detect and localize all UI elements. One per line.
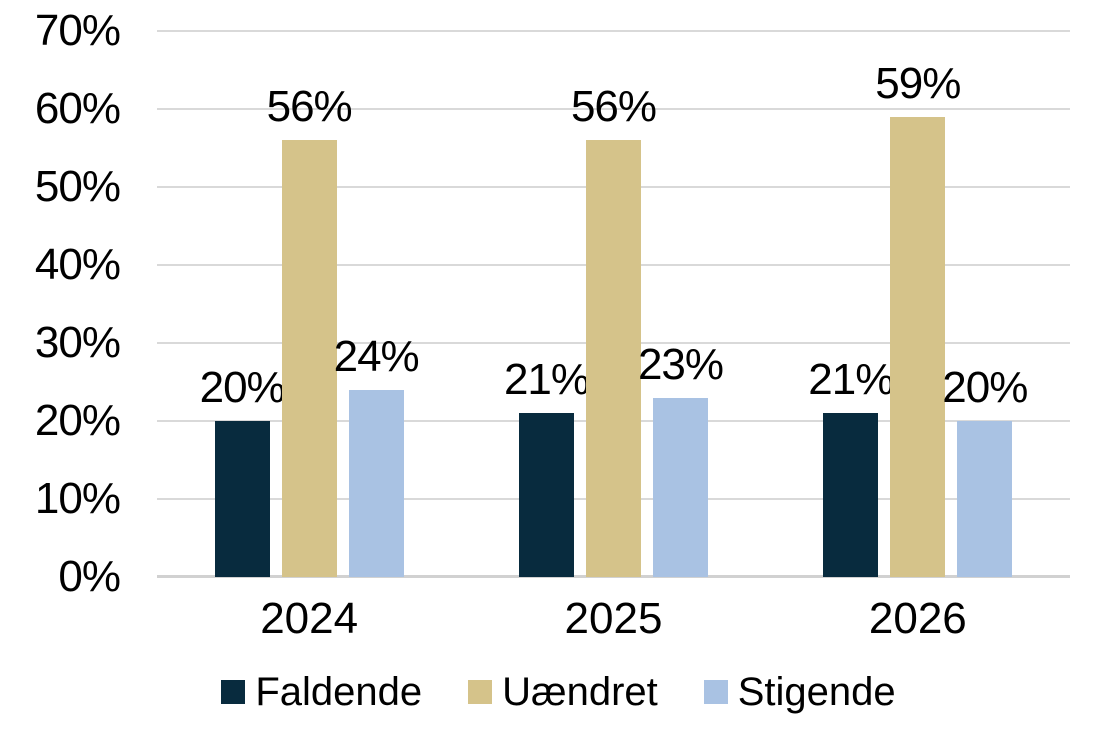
y-axis-tick-label: 40% (34, 240, 121, 289)
y-axis-tick-label: 0% (58, 552, 121, 601)
legend-item-faldende: Faldende (221, 670, 422, 715)
legend-item-stigende: Stigende (703, 669, 896, 715)
bar-uændret-2024 (281, 140, 337, 577)
gridline-60% (157, 108, 1070, 110)
legend-swatch-icon (221, 680, 246, 704)
gridline-70% (157, 30, 1070, 32)
y-axis-tick-label: 70% (34, 6, 121, 55)
plot-area: 20% 56% 24% 21% 56% 23% 21% 59% 20% (157, 30, 1070, 578)
bar-stigende-2026 (957, 421, 1013, 577)
bar-value-label: 20% (942, 363, 1028, 412)
bar-value-label: 20% (199, 363, 286, 412)
x-axis-tick-label: 2025 (564, 594, 663, 643)
legend-label: Stigende (737, 669, 896, 714)
y-axis-tick-label: 10% (34, 474, 121, 523)
bar-value-label: 23% (637, 339, 724, 389)
legend-item-uændret: Uændret (468, 670, 658, 715)
bar-uændret-2026 (890, 116, 946, 577)
bar-value-label: 21% (503, 355, 590, 405)
x-axis: 2024 2025 2026 (157, 594, 1070, 650)
x-axis-tick-label: 2024 (260, 594, 359, 643)
bar-faldende-2024 (214, 421, 270, 577)
y-axis-tick-label: 60% (34, 84, 121, 133)
legend: Faldende Uændret Stigende (0, 664, 1117, 720)
bar-faldende-2025 (519, 413, 574, 577)
y-axis-tick-label: 50% (34, 162, 121, 211)
bar-value-label: 24% (333, 331, 420, 381)
bar-value-label: 56% (266, 82, 353, 132)
x-axis-tick-label: 2026 (868, 594, 967, 643)
legend-label: Faldende (255, 669, 423, 714)
legend-swatch-icon (703, 680, 728, 704)
y-axis-tick-label: 20% (34, 396, 121, 445)
y-axis: 70% 60% 50% 40% 30% 20% 10% 0% (0, 0, 122, 742)
bar-stigende-2025 (653, 397, 708, 577)
legend-swatch-icon (468, 680, 493, 704)
bar-faldende-2026 (823, 413, 879, 577)
legend-label: Uændret (502, 669, 658, 714)
bar-value-label: 21% (808, 355, 894, 405)
bar-value-label: 59% (875, 58, 961, 108)
bar-uændret-2025 (586, 140, 641, 577)
bar-value-label: 56% (570, 82, 657, 132)
bar-stigende-2024 (348, 389, 404, 577)
y-axis-tick-label: 30% (34, 318, 121, 367)
